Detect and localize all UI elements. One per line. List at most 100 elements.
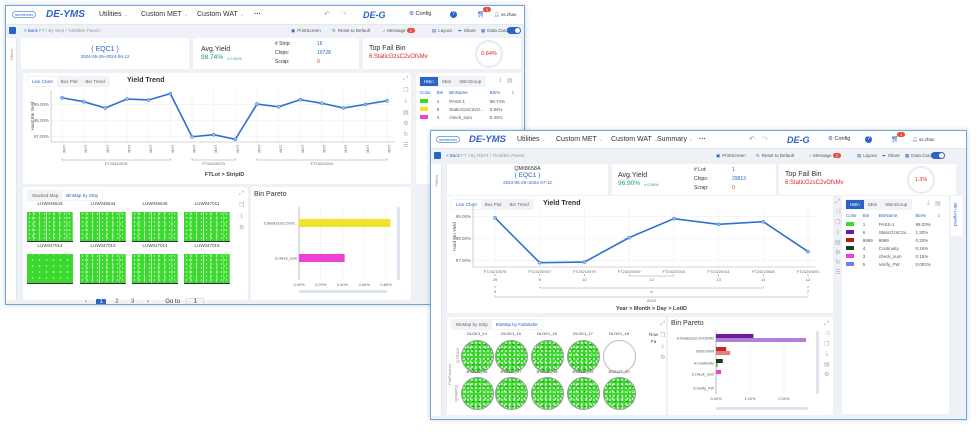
strip-binmap[interactable] — [80, 212, 126, 242]
tab-sbingroup[interactable]: SBinGroup — [459, 79, 482, 84]
tab-stacked-map[interactable]: Stacked Map — [32, 193, 59, 198]
message-button[interactable]: ♪ Message 2 — [383, 28, 416, 33]
expand-icon[interactable]: ⤢ — [403, 76, 409, 82]
share-button[interactable]: ➦ Share — [458, 28, 476, 34]
download-icon[interactable]: ⤓ — [240, 213, 244, 219]
filters-sidebar[interactable]: Filters — [6, 38, 17, 300]
next-page-button[interactable]: › — [146, 299, 149, 305]
wafer-map[interactable] — [567, 340, 600, 373]
strip-binmap[interactable] — [132, 254, 178, 284]
strip-binmap[interactable] — [27, 254, 73, 284]
tab-sbin[interactable]: SBin — [441, 79, 452, 84]
wafer-map[interactable] — [531, 340, 564, 373]
settings-icon[interactable]: ⚙ — [660, 355, 666, 361]
legend-row[interactable]: 3 check_sum 0.15% — [843, 252, 944, 260]
vertical-scrollbar[interactable] — [816, 331, 819, 394]
tab-binmap-by-strip[interactable]: BinMap by Strip — [62, 191, 103, 200]
expand-icon[interactable]: ⤢ — [824, 321, 830, 327]
page-button[interactable]: 3 — [131, 299, 135, 305]
tab-hbin[interactable]: HBin — [420, 77, 438, 86]
breadcrumb-item[interactable]: / By OSAT — [467, 153, 489, 158]
redo-icon[interactable]: ↷ — [341, 11, 347, 18]
legend-row[interactable]: 1 PASS-1 98.03% — [843, 220, 944, 228]
strip-binmap[interactable] — [184, 212, 230, 242]
table-icon[interactable]: ▤ — [935, 201, 941, 207]
undo-icon[interactable]: ↶ — [749, 136, 755, 143]
tab-sbin[interactable]: SBin — [867, 202, 878, 207]
breadcrumb-item[interactable]: / By Strip — [45, 28, 65, 33]
prev-page-button[interactable]: ‹ — [85, 299, 87, 305]
undo-icon[interactable]: ↶ — [324, 11, 330, 18]
expand-icon[interactable]: ⤢ — [660, 321, 666, 327]
fab-toggle-label[interactable]: Fa — [651, 339, 657, 344]
wafer-map[interactable] — [567, 377, 600, 410]
reset-default-button[interactable]: ↻ Reset to Default — [332, 28, 370, 34]
cart-icon[interactable]: 🛒︎ — [477, 11, 486, 18]
menu-utilities[interactable]: Utilities ⌄ — [99, 11, 128, 18]
tab-line-chart[interactable]: Line Chart — [28, 77, 57, 86]
user-menu[interactable]: 👤︎ ss.zhao — [912, 137, 935, 143]
tab-binmap-by-fabwafer[interactable]: BinMap by FabWafer — [491, 320, 542, 329]
legend-row[interactable]: 5 Verify_FW 0.002% — [843, 260, 944, 268]
table-icon[interactable]: ▤ — [824, 362, 830, 368]
shuffle-icon[interactable]: ⤨ — [835, 209, 841, 215]
expand-icon[interactable]: ⤢ — [239, 191, 245, 197]
legend-row[interactable]: 9999 9999 0.32% — [843, 236, 944, 244]
app-logo[interactable]: DE-YMS — [469, 134, 506, 145]
legend-row[interactable]: 4 Continuity 0.16% — [843, 244, 944, 252]
tab-box-plot[interactable]: Box Plot — [484, 202, 502, 207]
sidebar-toggle-icon[interactable] — [434, 152, 441, 159]
back-link[interactable]: < Back — [446, 153, 460, 158]
layout-button[interactable]: ▤ Layout — [857, 153, 877, 159]
download-icon[interactable]: ⤓ — [499, 77, 502, 83]
menu-custom-wat[interactable]: Custom WAT ⌄ — [611, 136, 658, 143]
layout-button[interactable]: ▤ Layout — [432, 28, 452, 34]
copy-icon[interactable]: ❐ — [824, 342, 830, 348]
tab-bin-trend[interactable]: Bin Trend — [85, 79, 105, 84]
wafer-map[interactable] — [461, 340, 494, 373]
back-link[interactable]: < Back — [24, 28, 38, 33]
wafer-map[interactable] — [603, 340, 636, 373]
legend-row[interactable]: 6 StaticGzsC2v... 1.30% — [843, 228, 944, 236]
table-icon[interactable]: ▤ — [507, 78, 513, 84]
menu-more[interactable]: ··· — [699, 136, 706, 143]
legend-row[interactable]: 1 PASS-1 98.74% — [417, 97, 518, 105]
breadcrumb-item[interactable]: FT — [39, 28, 45, 33]
message-button[interactable]: ♪ Message 2 — [809, 153, 842, 158]
help-icon[interactable]: ? — [450, 11, 457, 18]
horizontal-scrollbar[interactable] — [716, 407, 808, 410]
copy-icon[interactable]: ❐ — [835, 220, 841, 226]
config-button[interactable]: ⚙ Config — [828, 136, 850, 142]
data-cards-toggle[interactable] — [507, 27, 521, 34]
copy-icon[interactable]: ❐ — [660, 333, 666, 339]
table-icon[interactable]: ▤ — [403, 110, 409, 116]
tab-bin-trend[interactable]: Bin Trend — [509, 202, 529, 207]
menu-custom-met[interactable]: Custom MET ⌄ — [141, 11, 188, 18]
tab-line-chart[interactable]: Line Chart — [452, 200, 481, 209]
menu-custom-wat[interactable]: Custom WAT ⌄ — [197, 11, 244, 18]
download-icon[interactable]: ⤓ — [825, 351, 829, 357]
wafer-map[interactable] — [531, 377, 564, 410]
menu-custom-met[interactable]: Custom MET ⌄ — [556, 136, 603, 143]
reset-default-button[interactable]: ↻ Reset to Default — [756, 153, 794, 159]
settings-icon[interactable]: ⚙ — [403, 121, 409, 127]
legend-row[interactable]: 6 StaticGzsC2vO... 0.84% — [417, 105, 518, 113]
shuffle-icon[interactable]: ⤨ — [824, 331, 830, 337]
printscreen-button[interactable]: ▣ PrintScreen — [716, 153, 746, 159]
menu-more[interactable]: ··· — [254, 11, 261, 18]
download-icon[interactable]: ⤓ — [404, 98, 408, 104]
tab-sbingroup[interactable]: SBinGroup — [885, 202, 908, 207]
refresh-icon[interactable]: ↻ — [403, 132, 409, 138]
list-icon[interactable]: ☰ — [403, 143, 409, 149]
goto-input[interactable]: 1 — [186, 298, 204, 304]
legend-header[interactable]: Bin% — [489, 90, 501, 95]
settings-icon[interactable]: ⚙ — [824, 372, 830, 378]
wafer-map[interactable] — [495, 377, 528, 410]
app-logo[interactable]: DE-YMS — [46, 9, 85, 20]
printscreen-button[interactable]: ▣ PrintScreen — [291, 28, 321, 34]
data-cards-toggle[interactable] — [931, 152, 945, 159]
download-icon[interactable]: ⤓ — [661, 343, 665, 349]
expand-icon[interactable]: ⤢ — [835, 199, 841, 205]
sidebar-toggle-icon[interactable] — [9, 27, 16, 34]
copy-icon[interactable]: ❐ — [403, 88, 409, 94]
